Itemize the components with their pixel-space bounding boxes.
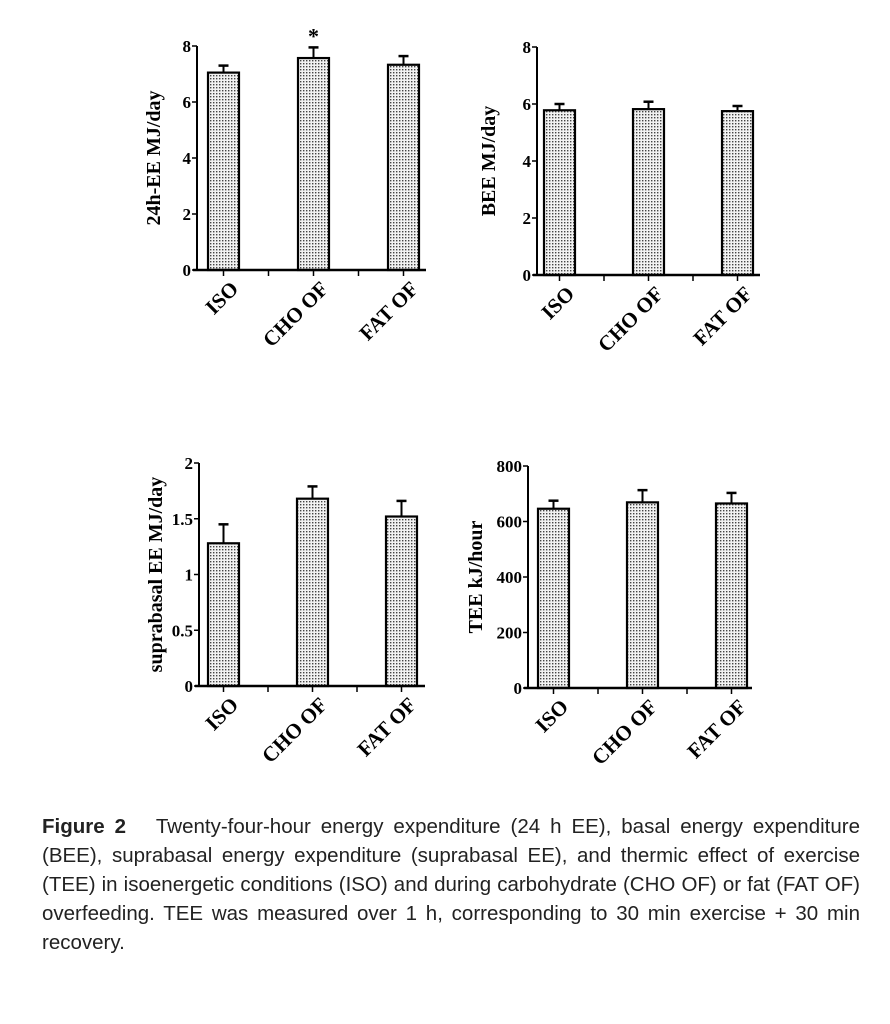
y-tick-label: 600 [497,513,523,532]
y-tick-label: 0 [183,261,192,280]
y-tick-label: 400 [497,568,523,587]
y-tick-label: 1.5 [172,510,193,529]
y-tick-label: 0 [514,679,523,698]
y-tick-label: 200 [497,624,523,643]
figure-2-charts: 0 2 4 6 8 ISO CHO OF FAT OF 24h-EE MJ/day * 0 2 4 6 8 I… [143,23,760,770]
chart-panel-1: 0 2 4 6 8 ISO CHO OF FAT OF 24h-EE MJ/day * [143,23,426,352]
figure-caption: Figure 2 Twenty-four-hour energy expendi… [42,812,860,957]
x-category-label: ISO [536,282,579,325]
y-axis-label: BEE MJ/day [478,106,500,217]
bar-fat-of [714,502,749,690]
caption-text: Twenty-four-hour energy expenditure (24 … [42,815,860,954]
bar-cho-of [631,108,666,277]
y-tick-label: 6 [523,95,532,114]
y-tick-label: 2 [185,454,194,473]
y-tick-label: 8 [183,37,192,56]
y-tick-label: 0 [523,266,532,285]
y-axis-label: TEE kJ/hour [465,520,487,633]
y-tick-label: 4 [523,152,532,171]
y-tick-label: 2 [523,209,532,228]
significance-marker: * [308,23,319,48]
bar-fat-of [384,515,419,688]
y-tick-label: 800 [497,457,523,476]
y-tick-label: 6 [183,93,192,112]
bar-cho-of [296,56,331,272]
x-category-label: CHO OF [258,277,333,352]
bar-fat-of [720,110,755,277]
bar-iso [542,109,577,277]
chart-panel-2: 0 2 4 6 8 ISO CHO OF FAT OF BEE MJ/day [478,38,760,357]
chart-panel-4: 0 200 400 600 800 ISO CHO OF FAT OF TEE kJ/hour [465,457,752,770]
x-category-label: FAT OF [353,693,422,762]
x-category-label: ISO [200,277,243,320]
y-tick-label: 1 [185,566,194,585]
y-tick-label: 0.5 [172,621,193,640]
x-category-label: FAT OF [355,277,424,346]
x-category-label: ISO [200,693,243,736]
y-axis-label: 24h-EE MJ/day [143,90,165,225]
bar-iso [206,542,241,688]
y-tick-label: 2 [183,205,192,224]
x-category-label: CHO OF [593,282,668,357]
x-category-label: CHO OF [257,693,332,768]
y-tick-label: 4 [183,149,192,168]
caption-label: Figure 2 [42,815,126,838]
bar-cho-of [295,497,330,688]
chart-panel-3: 0 0.5 1 1.5 2 ISO CHO OF FAT OF suprabasal EE MJ… [145,454,425,768]
bar-iso [206,71,241,272]
y-axis-label: suprabasal EE MJ/day [145,477,167,673]
x-category-label: FAT OF [683,695,752,764]
x-category-label: FAT OF [689,282,758,351]
x-category-label: CHO OF [587,695,662,770]
bar-fat-of [386,63,421,272]
y-tick-label: 8 [523,38,532,57]
x-category-label: ISO [530,695,573,738]
y-tick-label: 0 [185,677,194,696]
bar-iso [536,507,571,690]
bar-cho-of [625,501,660,690]
